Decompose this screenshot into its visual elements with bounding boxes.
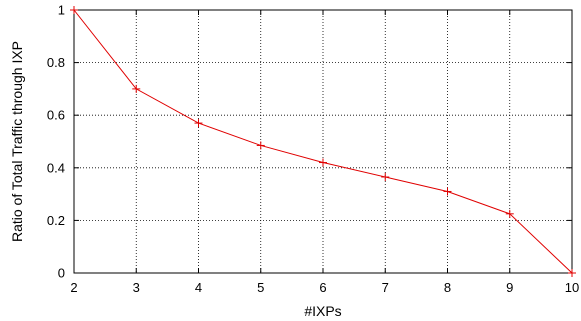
- x-axis-label: #IXPs: [304, 303, 341, 319]
- x-tick-label: 7: [382, 280, 389, 295]
- y-tick-label: 0.6: [47, 108, 65, 123]
- y-tick-label: 1: [58, 3, 65, 18]
- grid: [74, 10, 572, 273]
- axis-ticks: 2 3 4 5 6 7 8 9 10 0 0.2 0.4 0.6 0.8 1: [47, 3, 579, 296]
- y-tick-label: 0.8: [47, 55, 65, 70]
- data-point: [70, 6, 78, 14]
- data-point: [505, 209, 514, 218]
- x-tick-label: 9: [506, 280, 513, 295]
- series-layer: [70, 6, 576, 277]
- y-axis-label: Ratio of Total Traffic through IXP: [9, 41, 25, 242]
- data-point: [194, 119, 203, 128]
- y-tick-label: 0.2: [47, 213, 65, 228]
- y-tick-label: 0.4: [47, 160, 65, 175]
- data-point: [256, 141, 265, 150]
- data-point: [319, 158, 327, 167]
- x-tick-label: 4: [195, 280, 202, 295]
- x-tick-label: 2: [70, 280, 77, 295]
- data-point: [568, 269, 576, 277]
- data-point: [381, 173, 390, 182]
- x-tick-label: 3: [133, 280, 140, 295]
- x-tick-label: 10: [565, 280, 579, 295]
- x-tick-label: 8: [444, 280, 451, 295]
- data-point: [443, 187, 452, 196]
- y-tick-label: 0: [58, 266, 65, 281]
- x-tick-label: 5: [257, 280, 264, 295]
- x-tick-label: 6: [319, 280, 326, 295]
- data-point: [132, 84, 141, 93]
